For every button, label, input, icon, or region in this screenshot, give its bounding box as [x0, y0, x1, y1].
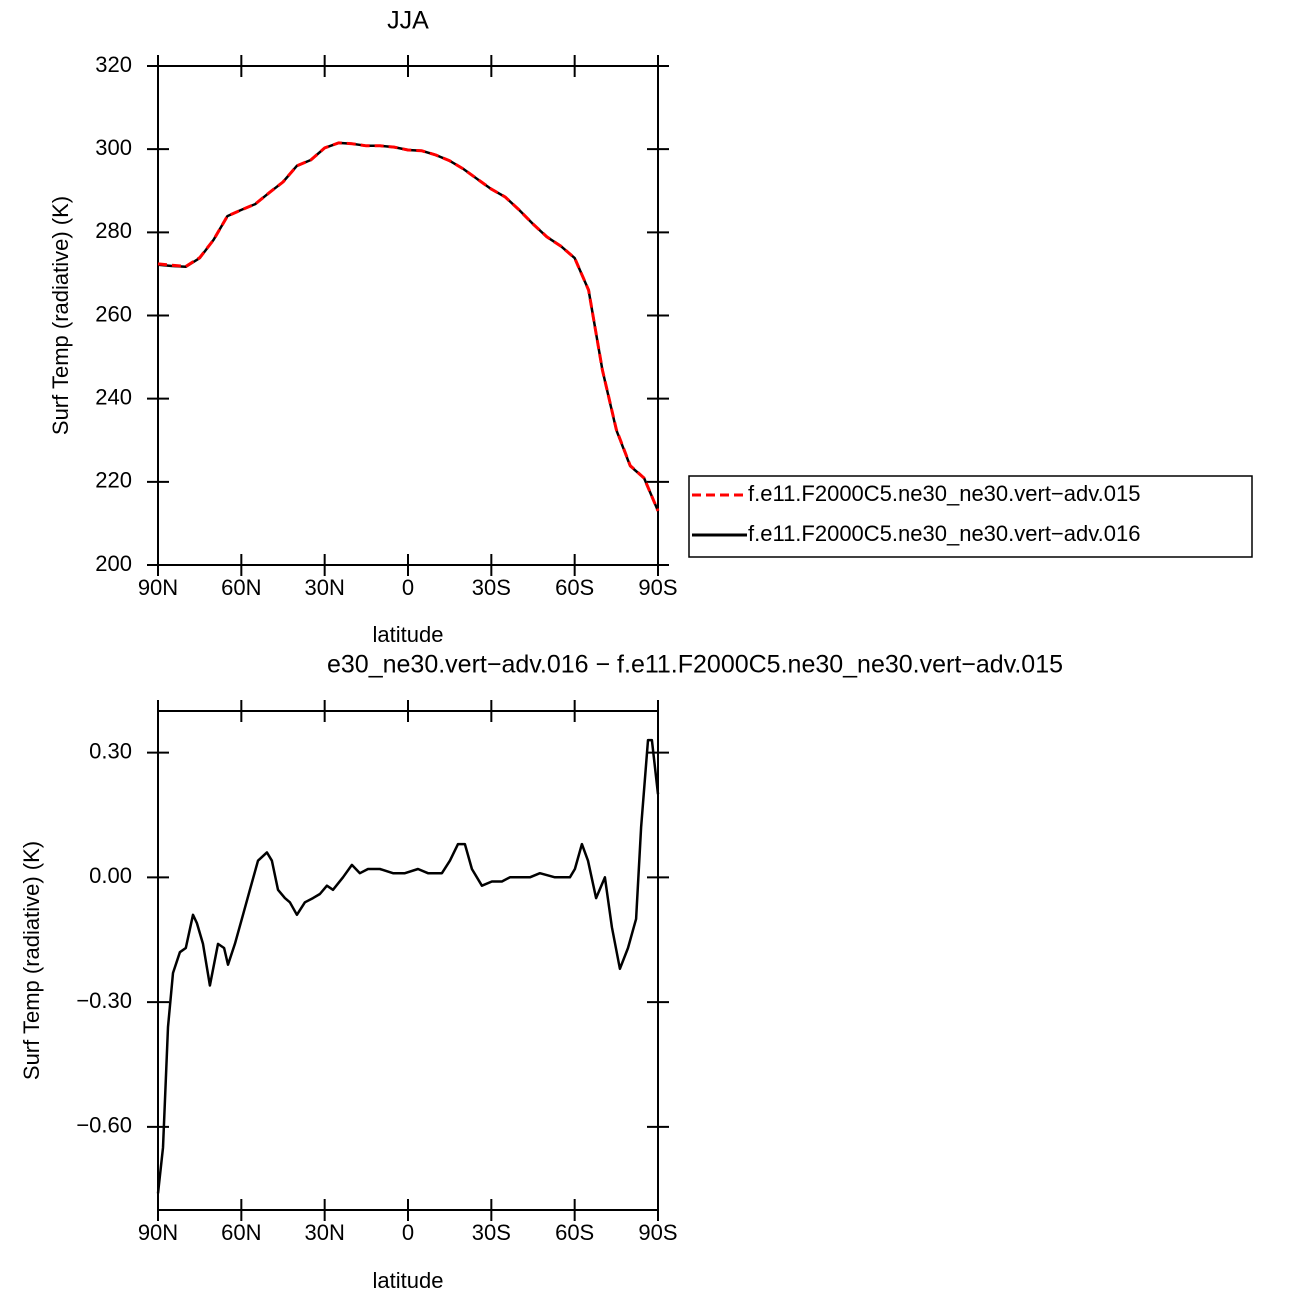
x-tick-label: 30S	[472, 575, 511, 600]
y-tick-label: 300	[95, 135, 132, 160]
x-tick-label: 60S	[555, 1220, 594, 1245]
y-tick-label: 260	[95, 301, 132, 326]
x-tick-label: 60N	[221, 1220, 261, 1245]
plot-frame	[157, 710, 659, 1211]
data-line	[157, 141, 660, 512]
data-line	[156, 738, 660, 1194]
x-tick-label: 30N	[304, 575, 344, 600]
y-axis-label: Surf Temp (radiative) (K)	[19, 841, 44, 1080]
y-tick-label: 0.30	[89, 738, 132, 763]
x-tick-label: 0	[402, 1220, 414, 1245]
y-tick-label: 220	[95, 468, 132, 493]
y-axis-label: Surf Temp (radiative) (K)	[48, 196, 73, 435]
chart-title: e30_ne30.vert−adv.016 − f.e11.F2000C5.ne…	[327, 651, 1063, 679]
legend-box	[688, 475, 1253, 558]
x-tick-label: 30N	[304, 1220, 344, 1245]
x-axis-label: latitude	[373, 1268, 444, 1293]
legend-label: f.e11.F2000C5.ne30_ne30.vert−adv.015	[748, 481, 1140, 506]
x-axis-label: latitude	[373, 622, 444, 647]
y-tick-label: 240	[95, 384, 132, 409]
y-tick-label: 280	[95, 218, 132, 243]
x-tick-label: 90S	[638, 575, 677, 600]
x-tick-label: 60S	[555, 575, 594, 600]
y-tick-label: 320	[95, 52, 132, 77]
y-tick-label: −0.30	[76, 988, 132, 1013]
y-tick-label: −0.60	[76, 1113, 132, 1138]
x-tick-label: 90N	[138, 1220, 178, 1245]
plot-frame	[157, 65, 659, 566]
x-tick-label: 0	[402, 575, 414, 600]
y-tick-label: 200	[95, 551, 132, 576]
legend-label: f.e11.F2000C5.ne30_ne30.vert−adv.016	[748, 521, 1140, 546]
chart-title: JJA	[387, 7, 429, 35]
x-tick-label: 60N	[221, 575, 261, 600]
x-tick-label: 90S	[638, 1220, 677, 1245]
y-tick-label: 0.00	[89, 863, 132, 888]
x-tick-label: 90N	[138, 575, 178, 600]
x-tick-label: 30S	[472, 1220, 511, 1245]
data-line	[157, 141, 660, 512]
